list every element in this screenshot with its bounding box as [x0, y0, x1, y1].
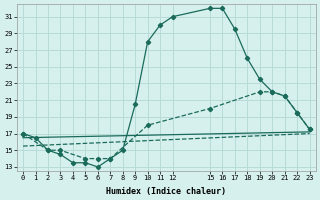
X-axis label: Humidex (Indice chaleur): Humidex (Indice chaleur): [106, 187, 226, 196]
